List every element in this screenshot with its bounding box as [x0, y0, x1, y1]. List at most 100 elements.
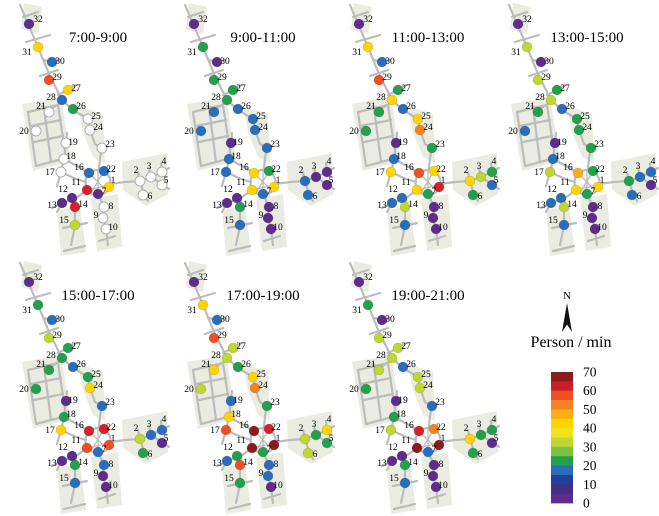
map-title: 7:00-9:00: [69, 30, 127, 46]
count-point-label-2: 2: [299, 166, 304, 176]
count-point-dot-17: [220, 424, 232, 436]
count-point-label-6: 6: [148, 450, 153, 460]
count-point-dot-27: [62, 342, 74, 354]
count-point-dot-13: [56, 197, 68, 209]
count-point-dot-14: [399, 459, 411, 471]
count-point-dot-16: [248, 425, 260, 437]
count-point-label-7: 7: [267, 445, 272, 455]
count-point-label-18: 18: [66, 410, 76, 420]
count-point-label-31: 31: [187, 306, 197, 316]
count-point-dot-15: [558, 219, 570, 231]
count-point-label-13: 13: [377, 201, 387, 211]
count-point-label-9: 9: [94, 469, 99, 479]
count-point-dot-21: [43, 106, 55, 118]
road: [354, 291, 382, 302]
colorbar-segment: [551, 437, 573, 448]
count-point-label-26: 26: [406, 102, 416, 112]
colorbar-segment: [551, 456, 573, 466]
count-point-label-16: 16: [404, 163, 414, 173]
count-point-dot-17: [544, 166, 556, 178]
count-point-label-12: 12: [388, 185, 398, 195]
count-point-dot-25: [571, 113, 583, 125]
count-point-label-23: 23: [435, 398, 445, 408]
count-point-label-7: 7: [102, 445, 107, 455]
count-point-dot-30: [46, 56, 58, 68]
count-point-label-10: 10: [273, 223, 283, 233]
road: [527, 68, 549, 78]
count-point-dot-2: [134, 175, 146, 187]
count-point-dot-28: [386, 352, 398, 364]
count-point-label-13: 13: [212, 459, 222, 469]
count-point-dot-8: [428, 459, 440, 471]
count-point-label-17: 17: [45, 426, 55, 436]
count-point-label-15: 15: [59, 474, 69, 484]
count-point-dot-10: [100, 481, 112, 493]
count-point-label-9: 9: [259, 469, 264, 479]
count-point-label-7: 7: [432, 187, 437, 197]
road: [531, 106, 542, 164]
count-point-dot-23: [261, 142, 273, 154]
count-point-label-19: 19: [398, 138, 408, 148]
count-point-dot-17: [220, 166, 232, 178]
count-point-dot-11: [570, 184, 582, 196]
count-point-label-8: 8: [439, 460, 444, 470]
road: [427, 492, 447, 501]
count-point-dot-14: [69, 201, 81, 213]
count-point-label-20: 20: [19, 385, 29, 395]
count-point-label-6: 6: [148, 192, 153, 202]
road: [368, 326, 390, 336]
count-point-label-3: 3: [477, 420, 482, 430]
count-point-dot-20: [519, 125, 531, 137]
land-patch: [222, 206, 251, 256]
count-point-label-6: 6: [313, 450, 318, 460]
count-point-label-2: 2: [299, 424, 304, 434]
count-point-dot-22: [587, 165, 599, 177]
colorbar-segment: [551, 465, 573, 476]
count-point-dot-5: [321, 437, 333, 449]
count-point-label-19: 19: [398, 396, 408, 406]
road: [189, 33, 217, 44]
road: [207, 106, 218, 164]
count-point-label-11: 11: [236, 178, 245, 188]
count-point-label-1: 1: [441, 176, 446, 186]
count-point-dot-4: [486, 166, 498, 178]
count-point-dot-16: [572, 167, 584, 179]
count-point-dot-4: [321, 424, 333, 436]
count-point-label-19: 19: [68, 138, 78, 148]
count-point-label-21: 21: [366, 360, 376, 370]
count-point-dot-19: [390, 137, 402, 149]
count-point-dot-24: [573, 124, 585, 136]
count-point-label-4: 4: [162, 157, 167, 167]
count-point-label-27: 27: [401, 84, 411, 94]
count-point-dot-24: [249, 382, 261, 394]
count-point-label-11: 11: [401, 436, 410, 446]
colorbar-segment: [551, 372, 573, 382]
count-point-label-14: 14: [408, 458, 418, 468]
count-point-label-20: 20: [508, 127, 518, 137]
road: [97, 492, 117, 501]
road: [42, 364, 53, 422]
count-point-label-31: 31: [187, 48, 197, 58]
count-point-dot-20: [195, 125, 207, 137]
count-point-label-19: 19: [233, 138, 243, 148]
count-point-dot-31: [362, 299, 374, 311]
count-point-dot-22: [428, 423, 440, 435]
count-point-label-4: 4: [327, 157, 332, 167]
count-point-dot-14: [234, 459, 246, 471]
colorbar-segment: [551, 484, 573, 495]
count-point-label-32: 32: [33, 273, 43, 283]
count-point-label-20: 20: [349, 385, 359, 395]
count-point-label-14: 14: [243, 200, 253, 210]
count-point-dot-15: [234, 477, 246, 489]
count-point-dot-17: [55, 166, 67, 178]
count-point-dot-25: [82, 371, 94, 383]
count-point-label-25: 25: [91, 370, 101, 380]
count-point-label-4: 4: [162, 415, 167, 425]
count-point-dot-28: [386, 94, 398, 106]
land-patch: [546, 206, 575, 256]
count-point-dot-12: [66, 450, 78, 462]
road: [203, 326, 225, 336]
road: [351, 10, 370, 19]
count-point-dot-30: [535, 56, 547, 68]
